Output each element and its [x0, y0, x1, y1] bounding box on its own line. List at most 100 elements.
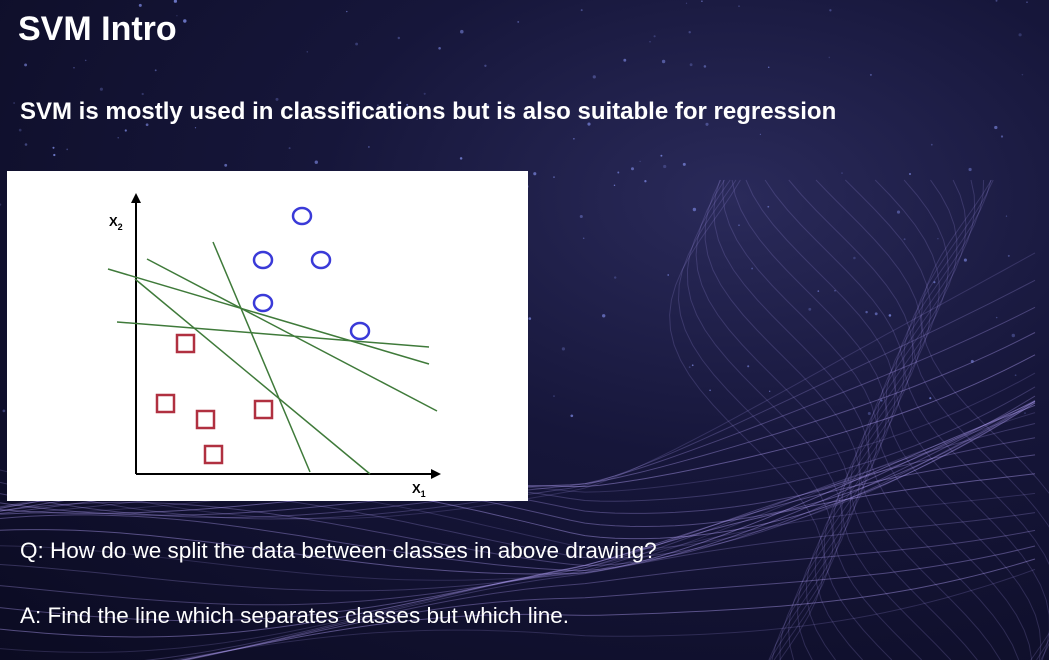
background-dot — [828, 56, 831, 59]
background-dot — [660, 154, 663, 157]
background-dot — [933, 281, 936, 284]
background-dot — [24, 143, 28, 146]
background-dot — [661, 59, 666, 64]
background-dot — [767, 205, 770, 208]
background-dot — [896, 210, 901, 214]
background-dot — [929, 397, 932, 400]
background-wave-line — [677, 179, 834, 660]
background-dot — [867, 411, 871, 416]
background-dot — [183, 19, 187, 23]
background-dot — [24, 63, 28, 67]
background-wave-line — [722, 179, 879, 660]
background-dot — [829, 9, 832, 12]
background-dot — [2, 409, 6, 413]
background-dot — [970, 359, 974, 363]
data-point-circle — [252, 293, 274, 313]
background-dot — [528, 317, 532, 320]
background-dot — [667, 274, 670, 276]
background-dot — [1014, 374, 1017, 377]
background-dot — [416, 118, 418, 120]
background-dot — [406, 103, 409, 106]
background-wave-line — [0, 412, 1036, 581]
background-dot — [937, 238, 939, 240]
background-dot — [822, 115, 826, 119]
background-dot — [834, 290, 836, 292]
background-dot — [639, 160, 641, 163]
background-dot — [701, 0, 703, 3]
background-wave-line — [903, 179, 1049, 660]
background-dot — [1000, 135, 1004, 138]
data-point-circle — [252, 250, 274, 270]
background-dot — [1026, 1, 1028, 3]
background-dot — [582, 237, 585, 239]
background-dot — [423, 92, 426, 95]
background-wave-line — [0, 473, 1036, 638]
background-dot — [963, 258, 967, 262]
background-wave-line — [144, 512, 1036, 660]
background-dot — [1021, 73, 1024, 76]
background-dot — [613, 184, 616, 187]
background-wave-line — [815, 179, 923, 660]
background-wave-line — [731, 179, 887, 660]
background-dot — [224, 163, 228, 167]
separating-line — [212, 241, 311, 473]
background-dot — [275, 97, 279, 101]
background-dot — [994, 125, 998, 130]
background-dot — [52, 146, 55, 149]
data-point-circle — [349, 321, 371, 341]
background-wave-line — [0, 399, 1036, 567]
background-dot — [663, 164, 667, 169]
background-dot — [553, 395, 555, 397]
background-dot — [562, 116, 565, 119]
background-dot — [1011, 333, 1016, 338]
background-dot — [703, 65, 707, 68]
y-axis-label: X2 — [109, 214, 123, 232]
background-dot — [767, 66, 770, 69]
background-dot — [0, 203, 2, 206]
background-wave-line — [704, 179, 861, 660]
background-wave-line — [868, 179, 1020, 660]
background-dot — [685, 2, 688, 4]
background-dot — [58, 106, 61, 110]
background-dot — [141, 92, 144, 96]
background-dot — [484, 64, 487, 67]
slide-subtitle: SVM is mostly used in classifications bu… — [20, 98, 837, 125]
background-dot — [705, 122, 709, 126]
background-wave-line — [912, 179, 1049, 660]
background-wave-line — [920, 179, 1049, 660]
y-axis-arrowhead — [131, 193, 141, 203]
background-dot — [460, 29, 464, 34]
background-dot — [194, 127, 197, 129]
background-wave-line — [669, 179, 825, 660]
background-wave-line — [841, 179, 952, 660]
background-dot — [688, 31, 691, 34]
background-dot — [630, 167, 635, 171]
background-dot — [751, 267, 754, 270]
background-dot — [709, 389, 711, 392]
background-dot — [689, 63, 693, 67]
background-dot — [416, 112, 419, 116]
background-dot — [817, 290, 820, 292]
data-point-square — [253, 399, 274, 420]
background-wave-line — [745, 179, 896, 660]
background-dot — [66, 148, 69, 151]
background-wave-line — [171, 568, 1036, 660]
data-point-square — [195, 409, 216, 430]
separating-line — [134, 278, 371, 475]
background-wave-line — [788, 179, 914, 660]
background-wave-line — [713, 179, 869, 660]
background-wave-line — [177, 529, 1036, 660]
background-dot — [602, 314, 606, 318]
data-point-square — [203, 444, 224, 465]
background-dot — [623, 58, 627, 62]
background-dot — [1005, 215, 1008, 217]
background-dot — [1024, 412, 1026, 415]
background-dot — [438, 47, 441, 50]
background-dot — [995, 0, 998, 2]
background-dot — [377, 104, 379, 107]
background-dot — [507, 104, 510, 107]
answer-text: A: Find the line which separates classes… — [20, 603, 570, 628]
background-dot — [808, 307, 812, 311]
background-dot — [651, 105, 655, 109]
data-point-square — [155, 393, 176, 414]
